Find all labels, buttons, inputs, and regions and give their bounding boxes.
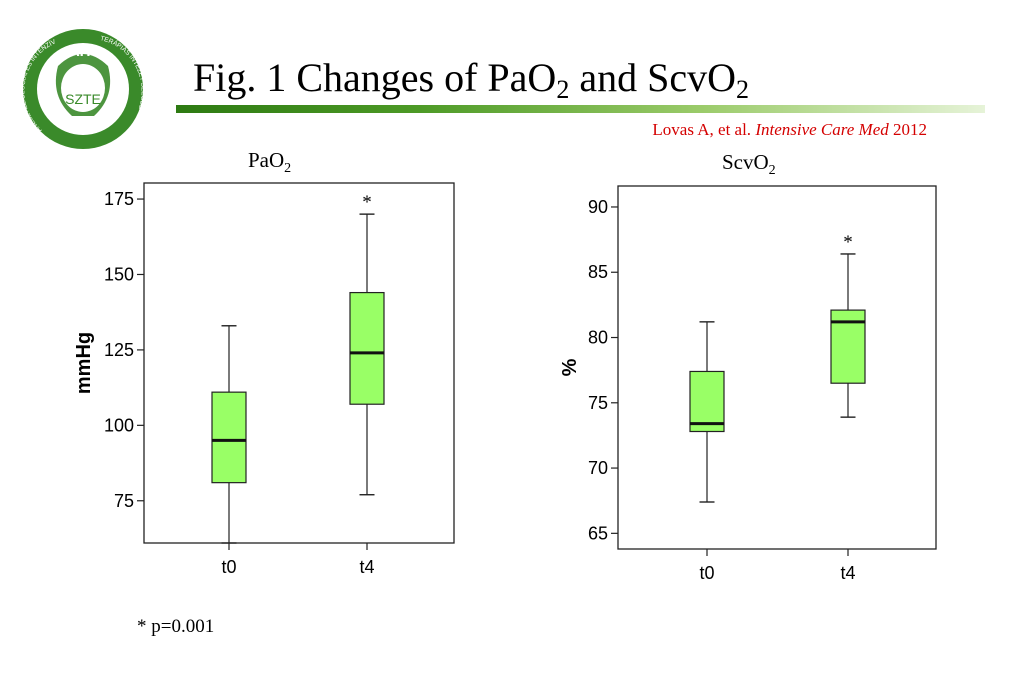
szte-aiti-logo: AITI SZTE ANESZTEZIOLÓGIAI ÉS INTENZÍV T… <box>20 29 146 149</box>
y-tick-label: 85 <box>588 262 608 282</box>
chart-1-title-subscript: 2 <box>284 161 292 176</box>
y-tick-label: 125 <box>104 340 134 360</box>
citation-journal: Intensive Care Med <box>755 120 889 139</box>
y-tick-label: 80 <box>588 328 608 348</box>
significance-marker: * <box>843 232 853 253</box>
y-tick-label: 175 <box>104 189 134 209</box>
y-axis-label: mmHg <box>73 332 95 394</box>
chart-2-title-subscript: 2 <box>768 163 776 178</box>
x-tick-label: t4 <box>359 557 374 577</box>
chart-1-title: PaO2 <box>248 148 292 176</box>
x-tick-label: t0 <box>221 557 236 577</box>
y-tick-label: 100 <box>104 415 134 435</box>
x-tick-label: t0 <box>699 563 714 583</box>
title-prefix: Fig. 1 Changes of PaO <box>193 55 557 100</box>
plot-frame <box>617 185 937 550</box>
y-tick-label: 90 <box>588 197 608 217</box>
page-title: Fig. 1 Changes of PaO2 and ScvO2 <box>193 54 749 104</box>
significance-marker: * <box>362 192 372 213</box>
y-axis-label: % <box>559 358 581 376</box>
title-middle: and ScvO <box>569 55 736 100</box>
citation-year: 2012 <box>888 120 927 139</box>
citation-authors: Lovas A, et al. <box>652 120 756 139</box>
title-subscript-1: 2 <box>556 75 570 104</box>
title-subscript-2: 2 <box>735 75 749 104</box>
y-tick-label: 65 <box>588 523 608 543</box>
title-underline-bar <box>176 105 985 113</box>
iqr-box <box>689 370 725 433</box>
chart-2-title: ScvO2 <box>722 150 776 178</box>
logo-top-text: AITI <box>69 43 97 60</box>
x-tick-label: t4 <box>840 563 855 583</box>
y-tick-label: 75 <box>588 393 608 413</box>
iqr-box <box>349 291 385 405</box>
logo-center-text: SZTE <box>65 91 101 107</box>
citation: Lovas A, et al. Intensive Care Med 2012 <box>652 120 927 140</box>
chart-1-title-main: PaO <box>248 148 285 172</box>
y-tick-label: 75 <box>114 491 134 511</box>
iqr-box <box>211 391 247 484</box>
footnote-significance: * p=0.001 <box>137 616 215 637</box>
plot-frame <box>143 182 455 544</box>
y-tick-label: 70 <box>588 458 608 478</box>
y-tick-label: 150 <box>104 264 134 284</box>
chart-2-title-main: ScvO <box>722 150 769 174</box>
